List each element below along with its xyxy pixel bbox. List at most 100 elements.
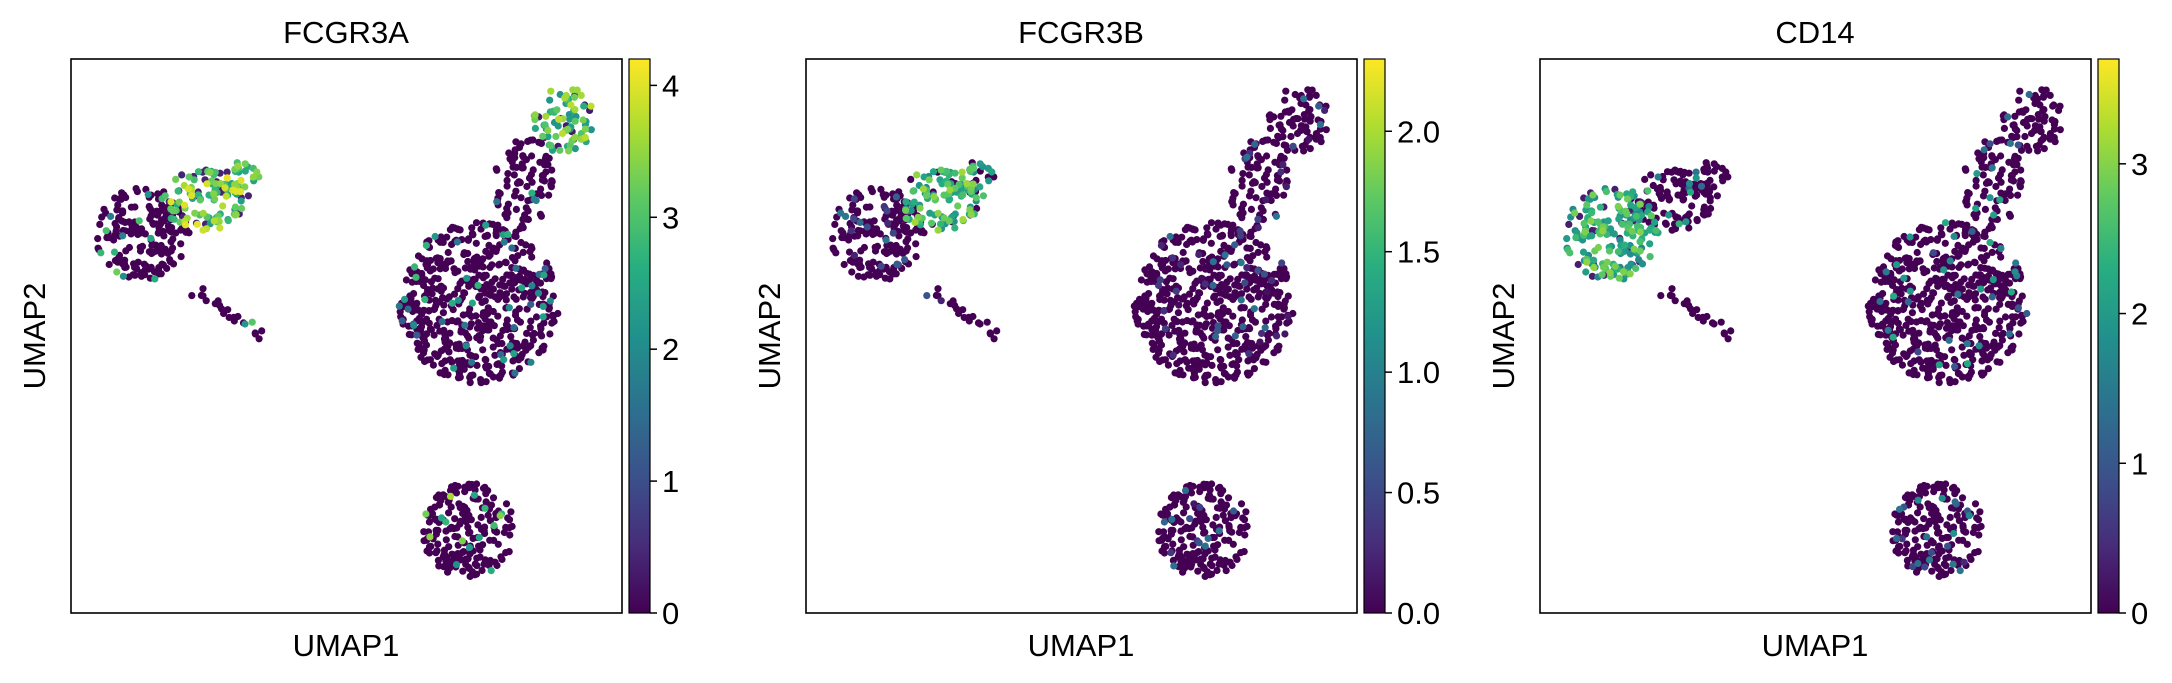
data-point xyxy=(1171,369,1179,377)
data-point xyxy=(462,342,470,350)
data-point xyxy=(113,255,121,263)
data-point xyxy=(1912,295,1920,303)
data-point xyxy=(580,102,588,110)
data-point xyxy=(1882,299,1890,307)
data-point xyxy=(1636,200,1644,208)
data-point xyxy=(571,145,579,153)
data-point xyxy=(883,207,891,215)
data-point xyxy=(494,312,502,320)
data-point xyxy=(1946,513,1954,522)
data-point xyxy=(1945,292,1953,300)
data-point xyxy=(1155,346,1163,354)
data-point xyxy=(927,219,936,227)
data-point xyxy=(1278,259,1286,267)
colorbar-tick-label: 2 xyxy=(662,332,679,367)
data-point xyxy=(911,218,919,226)
data-point xyxy=(511,146,519,154)
data-point xyxy=(437,347,445,355)
data-point xyxy=(527,243,535,251)
data-point xyxy=(555,115,563,123)
data-point xyxy=(1663,188,1671,196)
data-point xyxy=(516,224,524,233)
data-point xyxy=(1904,518,1912,527)
data-point xyxy=(1948,346,1956,354)
data-point xyxy=(527,300,535,308)
data-point xyxy=(1229,360,1238,368)
data-point xyxy=(1279,133,1287,141)
data-point xyxy=(1312,91,1320,99)
colorbar-tick-label: 2.0 xyxy=(1397,114,1440,149)
data-point xyxy=(876,271,884,279)
data-point xyxy=(848,268,856,276)
data-point xyxy=(519,215,527,223)
data-point xyxy=(402,276,410,284)
data-point xyxy=(1970,235,1978,243)
data-point xyxy=(1166,232,1174,241)
data-point xyxy=(432,302,440,310)
data-point xyxy=(1321,106,1329,114)
data-point xyxy=(96,220,104,228)
data-point xyxy=(1909,563,1917,571)
data-point xyxy=(518,160,526,168)
data-point xyxy=(537,325,545,333)
data-point xyxy=(1263,294,1271,303)
data-point xyxy=(1955,536,1963,544)
data-point xyxy=(988,168,996,176)
data-point xyxy=(1933,257,1941,266)
data-point xyxy=(1692,174,1700,182)
colorbar-tick-label: 0.5 xyxy=(1397,476,1440,511)
data-point xyxy=(1224,307,1232,316)
data-point xyxy=(472,219,481,227)
data-point xyxy=(407,294,415,302)
data-point xyxy=(1201,280,1209,288)
data-point xyxy=(128,223,136,231)
data-point xyxy=(502,500,511,508)
data-point xyxy=(1632,264,1640,272)
data-point xyxy=(167,198,175,206)
data-point xyxy=(475,533,483,542)
data-point xyxy=(1717,318,1725,326)
data-point xyxy=(507,271,516,279)
data-point xyxy=(1214,327,1222,335)
data-point xyxy=(1683,212,1691,220)
scatter-points xyxy=(94,86,595,581)
data-point xyxy=(1162,505,1170,513)
data-point xyxy=(1226,351,1234,359)
data-point xyxy=(886,275,894,283)
data-point xyxy=(1209,495,1217,503)
data-point xyxy=(230,317,238,325)
data-point xyxy=(1947,298,1955,306)
data-point xyxy=(149,220,157,228)
data-point xyxy=(1583,258,1591,266)
data-point xyxy=(1656,192,1665,200)
data-point xyxy=(1571,209,1579,217)
data-point xyxy=(1200,563,1208,571)
data-point xyxy=(510,192,519,200)
data-point xyxy=(1675,220,1683,228)
data-point xyxy=(850,215,858,223)
data-point xyxy=(211,168,219,176)
data-point xyxy=(1300,111,1308,119)
data-point xyxy=(1196,264,1204,272)
data-point xyxy=(1924,300,1932,308)
data-point xyxy=(536,330,545,338)
data-point xyxy=(1300,95,1308,103)
data-point xyxy=(1890,276,1898,284)
data-point xyxy=(1931,555,1939,563)
data-point xyxy=(1196,321,1204,329)
data-point xyxy=(890,221,899,229)
data-point xyxy=(853,207,861,215)
data-point xyxy=(1914,509,1922,517)
data-point xyxy=(1884,277,1893,285)
data-point xyxy=(916,204,924,212)
data-point xyxy=(451,515,459,523)
data-point xyxy=(1229,312,1237,320)
data-point xyxy=(1652,226,1660,235)
data-point xyxy=(238,204,246,213)
data-point xyxy=(523,329,531,337)
data-point xyxy=(1968,227,1976,235)
data-point xyxy=(1182,503,1190,511)
data-point xyxy=(182,228,190,236)
data-point xyxy=(1231,332,1239,340)
